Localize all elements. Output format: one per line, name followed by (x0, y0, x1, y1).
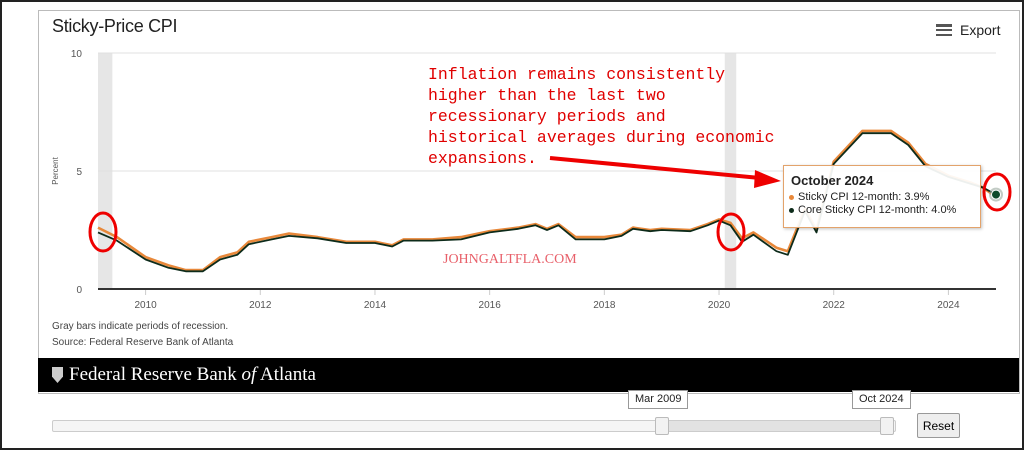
tooltip-row-sticky: Sticky CPI 12-month: 3.9% (789, 191, 980, 203)
legend-dot-icon (789, 207, 794, 213)
export-label: Export (960, 22, 1001, 38)
watermark: JOHNGALTFLA.COM (443, 252, 577, 267)
y-axis-label: Percent (51, 156, 60, 184)
hover-point (991, 189, 1001, 200)
annotation-arrow (549, 156, 761, 180)
reset-button[interactable]: Reset (917, 413, 960, 438)
x-tick-label: 2010 (134, 300, 157, 311)
navigator-start-label: Mar 2009 (628, 390, 689, 409)
tooltip-title: October 2024 (791, 173, 874, 188)
annotation-circle (716, 212, 746, 252)
x-tick-label: 2024 (937, 300, 960, 311)
tooltip: October 2024 Sticky CPI 12-month: 3.9% C… (783, 165, 981, 228)
source-note: Source: Federal Reserve Bank of Atlanta (52, 337, 234, 348)
navigator-end-label: Oct 2024 (852, 390, 911, 409)
x-tick-label: 2018 (593, 300, 616, 311)
annotation-circle (982, 172, 1012, 212)
legend-dot-icon (789, 194, 794, 200)
annotation-arrowhead-icon (754, 170, 781, 188)
y-tick-label: 5 (76, 167, 82, 178)
fed-logo: Federal Reserve Bank of Atlanta (52, 364, 316, 386)
navigator-start-handle[interactable] (655, 417, 669, 435)
brand-footer: Federal Reserve Bank of Atlanta (38, 358, 1019, 392)
series-line-core-sticky-cpi (97, 132, 997, 273)
x-tick-label: 2012 (249, 300, 272, 311)
series-line-sticky-cpi (97, 129, 997, 272)
x-tick-label: 2014 (364, 300, 387, 311)
x-tick-label: 2020 (708, 300, 731, 311)
y-tick-label: 0 (76, 285, 82, 296)
navigator-selection[interactable] (661, 421, 887, 431)
recession-note: Gray bars indicate periods of recession. (52, 321, 229, 332)
tooltip-row-core: Core Sticky CPI 12-month: 4.0% (789, 204, 980, 216)
chart-plot: 0 5 10 2010 2012 2014 2016 2018 2020 2022 2024 Perc… (51, 49, 1012, 311)
annotation-text: Inflation remains consistently higher th… (428, 65, 775, 168)
x-tick-label: 2016 (479, 300, 502, 311)
menu-icon (936, 24, 952, 36)
annotation-circle (88, 211, 118, 253)
navigator-end-handle[interactable] (880, 417, 894, 435)
export-button[interactable]: Export (936, 22, 1000, 38)
chart-title: Sticky-Price CPI (52, 16, 178, 36)
x-tick-label: 2022 (823, 300, 846, 311)
eagle-seal-icon (52, 367, 63, 383)
y-tick-label: 10 (71, 49, 83, 60)
